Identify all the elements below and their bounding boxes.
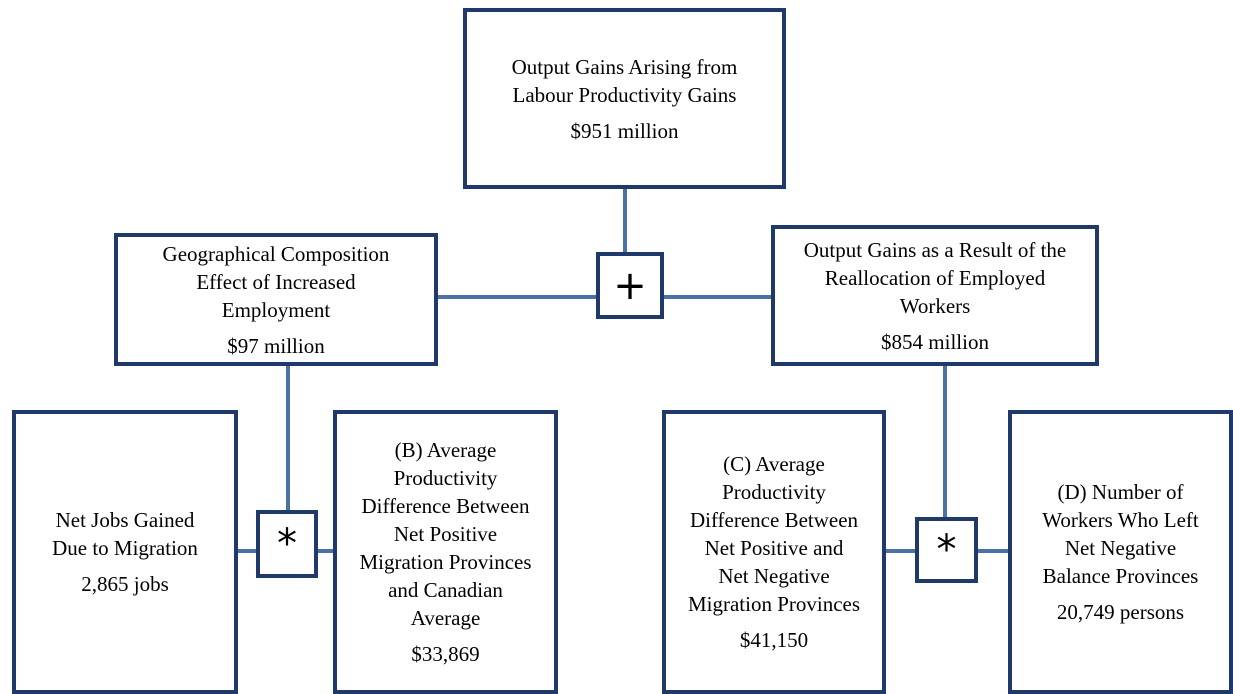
node-label-line: Reallocation of Employed	[824, 265, 1046, 290]
node-label-line: Workers Who Left	[1042, 508, 1199, 532]
node-label-line: Migration Provinces	[687, 592, 861, 616]
node-label-line: Employment	[221, 297, 331, 322]
operator-box: *	[256, 510, 318, 578]
node-label-line: Labour Productivity Gains	[512, 82, 737, 107]
node-box: (C) Average Productivity Difference Betwee…	[662, 410, 886, 694]
node-label-line: Net Jobs Gained	[55, 508, 195, 532]
node-value: $33,869	[411, 642, 480, 666]
node-box: Geographical Composition Effect of Increa…	[114, 233, 438, 366]
node-label-line: (B) Average	[394, 438, 497, 462]
node-label-line: Average	[410, 606, 481, 630]
node-value: $97 million	[227, 333, 325, 358]
node-label-line: Output Gains as a Result of the	[803, 237, 1067, 262]
node-label-line: Balance Provinces	[1042, 564, 1199, 588]
node-value: $951 million	[570, 118, 679, 143]
node-label-line: (C) Average	[723, 452, 825, 476]
operator-box: *	[915, 517, 978, 583]
node-label-line: Output Gains Arising from	[511, 54, 738, 79]
node-label-line: Net Positive	[393, 522, 498, 546]
node-box: Net Jobs Gained Due to Migration 2,865 job…	[12, 410, 238, 694]
node-label-line: Difference Between	[361, 494, 530, 518]
node-label-line: Migration Provinces	[359, 550, 532, 574]
node-label-line: Net Negative	[718, 564, 830, 588]
node-label-line: (D) Number of	[1057, 480, 1184, 504]
node-value: $41,150	[739, 628, 809, 652]
node-label-line: Due to Migration	[52, 536, 198, 560]
node-label-line: Effect of Increased	[196, 269, 356, 294]
node-label-line: Difference Between	[689, 508, 859, 532]
node-box: (D) Number of Workers Who Left Net Negativ…	[1008, 410, 1233, 694]
node-label-line: Net Negative	[1064, 536, 1177, 560]
node-label-line: Workers	[899, 293, 971, 318]
node-value: 20,749 persons	[1056, 600, 1185, 624]
node-label-line: Geographical Composition	[162, 241, 390, 266]
node-box: Output Gains as a Result of the Reallocat…	[771, 225, 1099, 366]
node-box: (B) Average Productivity Difference Betwee…	[333, 410, 558, 694]
node-label-line: Net Positive and	[704, 536, 844, 560]
node-label-line: Productivity	[722, 480, 826, 504]
node-label-line: and Canadian	[388, 578, 503, 602]
operator-box: +	[596, 252, 664, 319]
node-label-line: Productivity	[393, 466, 498, 490]
node-value: 2,865 jobs	[81, 572, 169, 596]
node-box: Output Gains Arising from Labour Producti…	[463, 8, 786, 189]
node-value: $854 million	[881, 329, 989, 354]
